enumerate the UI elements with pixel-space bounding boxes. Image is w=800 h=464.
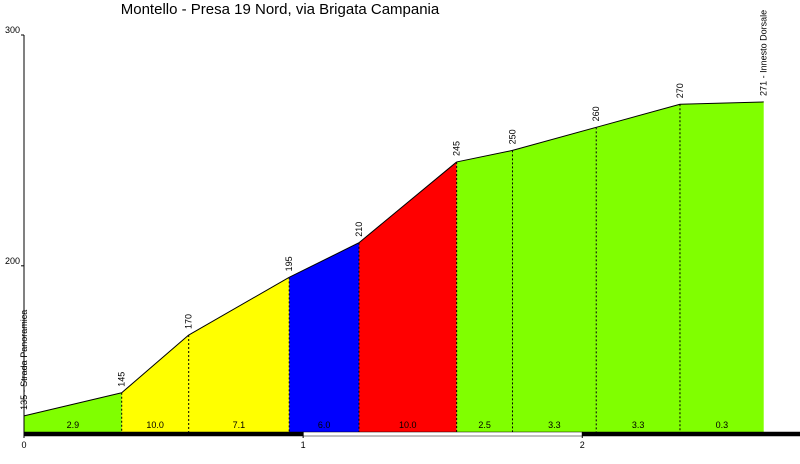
point-label: 260	[591, 106, 601, 121]
profile-segment	[121, 335, 189, 432]
profile-segment	[456, 150, 513, 432]
gradient-label: 2.5	[478, 420, 491, 430]
profile-segment	[512, 127, 597, 432]
profile-segment	[188, 277, 290, 432]
x-axis-band	[582, 431, 800, 437]
profile-segment	[358, 161, 457, 432]
x-tick-label: 0	[21, 440, 26, 450]
point-label: 250	[507, 129, 517, 144]
gradient-label: 3.3	[632, 420, 645, 430]
gradient-label: 10.0	[146, 420, 164, 430]
point-label: 170	[184, 314, 194, 329]
point-label: 195	[284, 256, 294, 271]
point-label: 270	[675, 83, 685, 98]
profile-segment	[289, 242, 359, 432]
gradient-label: 2.9	[67, 420, 80, 430]
profile-edge	[121, 334, 190, 394]
gradient-label: 0.3	[716, 420, 729, 430]
point-label: 245	[452, 141, 462, 156]
gradient-label: 3.3	[548, 420, 561, 430]
point-label: 145	[117, 372, 127, 387]
gradient-label: 7.1	[233, 420, 246, 430]
profile-segment	[596, 104, 680, 432]
profile-edge	[512, 126, 597, 151]
profile-segment	[679, 101, 764, 433]
point-label: 271 - Innesto Dorsale	[759, 10, 769, 96]
profile-edge	[358, 161, 457, 244]
y-tick-label: 300	[5, 25, 20, 35]
x-tick-label: 1	[301, 440, 306, 450]
y-tick-label: 200	[5, 256, 20, 266]
profile-edge	[679, 101, 764, 105]
x-tick-label: 2	[580, 440, 585, 450]
profile-edge	[456, 149, 513, 163]
gradient-label: 10.0	[399, 420, 417, 430]
profile-edge	[23, 392, 122, 417]
profile-segment	[24, 392, 122, 432]
profile-edge	[288, 242, 360, 278]
point-label: 210	[354, 222, 364, 237]
profile-edge	[596, 103, 681, 128]
x-axis-band	[302, 431, 583, 437]
profile-edge	[188, 276, 290, 336]
chart-title: Montello - Presa 19 Nord, via Brigata Ca…	[121, 1, 440, 18]
x-axis-band	[23, 431, 304, 437]
gradient-label: 6.0	[318, 420, 331, 430]
